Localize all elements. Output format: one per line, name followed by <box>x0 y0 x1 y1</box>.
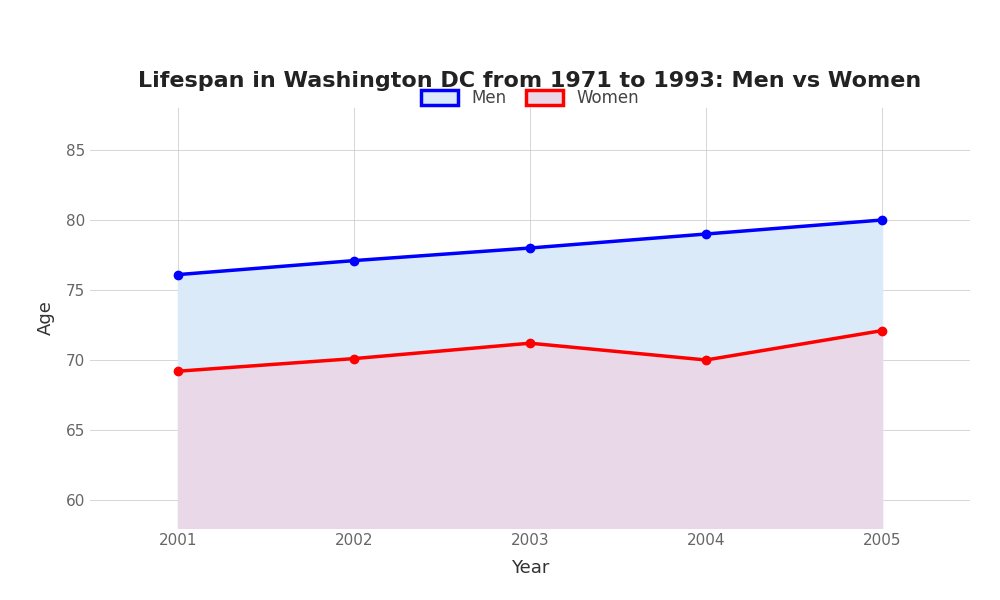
X-axis label: Year: Year <box>511 559 549 577</box>
Title: Lifespan in Washington DC from 1971 to 1993: Men vs Women: Lifespan in Washington DC from 1971 to 1… <box>138 71 922 91</box>
Y-axis label: Age: Age <box>37 301 55 335</box>
Legend: Men, Women: Men, Women <box>414 83 646 114</box>
